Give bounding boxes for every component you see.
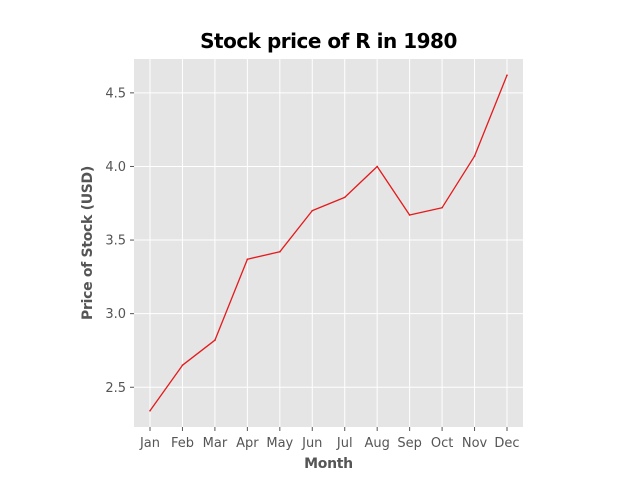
- y-axis-label: Price of Stock (USD): [80, 166, 96, 320]
- x-tick-label: Dec: [494, 436, 519, 451]
- series-layer: [149, 74, 508, 412]
- y-tick-label: 4.5: [105, 86, 126, 101]
- data-point: [214, 339, 216, 341]
- data-point: [506, 74, 508, 76]
- x-tick-label: Feb: [171, 436, 194, 451]
- data-point: [279, 251, 281, 253]
- x-tick-label: May: [266, 436, 293, 451]
- data-point: [181, 364, 184, 366]
- y-tick-label: 4.0: [105, 160, 126, 175]
- plot-area: [134, 59, 523, 427]
- x-tick-label: Jun: [301, 436, 322, 451]
- data-point: [246, 258, 249, 260]
- data-point: [311, 209, 314, 212]
- x-tick-label: Apr: [236, 436, 259, 451]
- data-point: [376, 165, 378, 168]
- data-point: [441, 206, 443, 209]
- y-tick-label: 3.0: [105, 307, 126, 322]
- data-point: [408, 214, 411, 216]
- x-tick-label: Oct: [431, 436, 453, 451]
- x-tick-label: Nov: [462, 436, 488, 451]
- chart-title: Stock price of R in 1980: [200, 29, 457, 53]
- y-tick-label: 2.5: [105, 381, 126, 396]
- data-point: [473, 155, 476, 157]
- data-point: [149, 410, 151, 412]
- x-tick-label: Sep: [397, 436, 422, 451]
- x-tick-label: Mar: [203, 436, 228, 451]
- x-tick-label: Jul: [336, 436, 353, 451]
- x-tick-label: Aug: [364, 436, 389, 451]
- x-tick-label: Jan: [139, 436, 160, 451]
- x-axis-label: Month: [304, 456, 353, 472]
- y-tick-label: 3.5: [105, 234, 126, 249]
- data-point: [343, 196, 346, 199]
- ticks: Jan Feb Mar Apr May Jun Jul Aug Sep Oct Nov Dec 2.5 3…: [105, 86, 519, 451]
- grid: [134, 59, 523, 427]
- series-line: [149, 74, 508, 412]
